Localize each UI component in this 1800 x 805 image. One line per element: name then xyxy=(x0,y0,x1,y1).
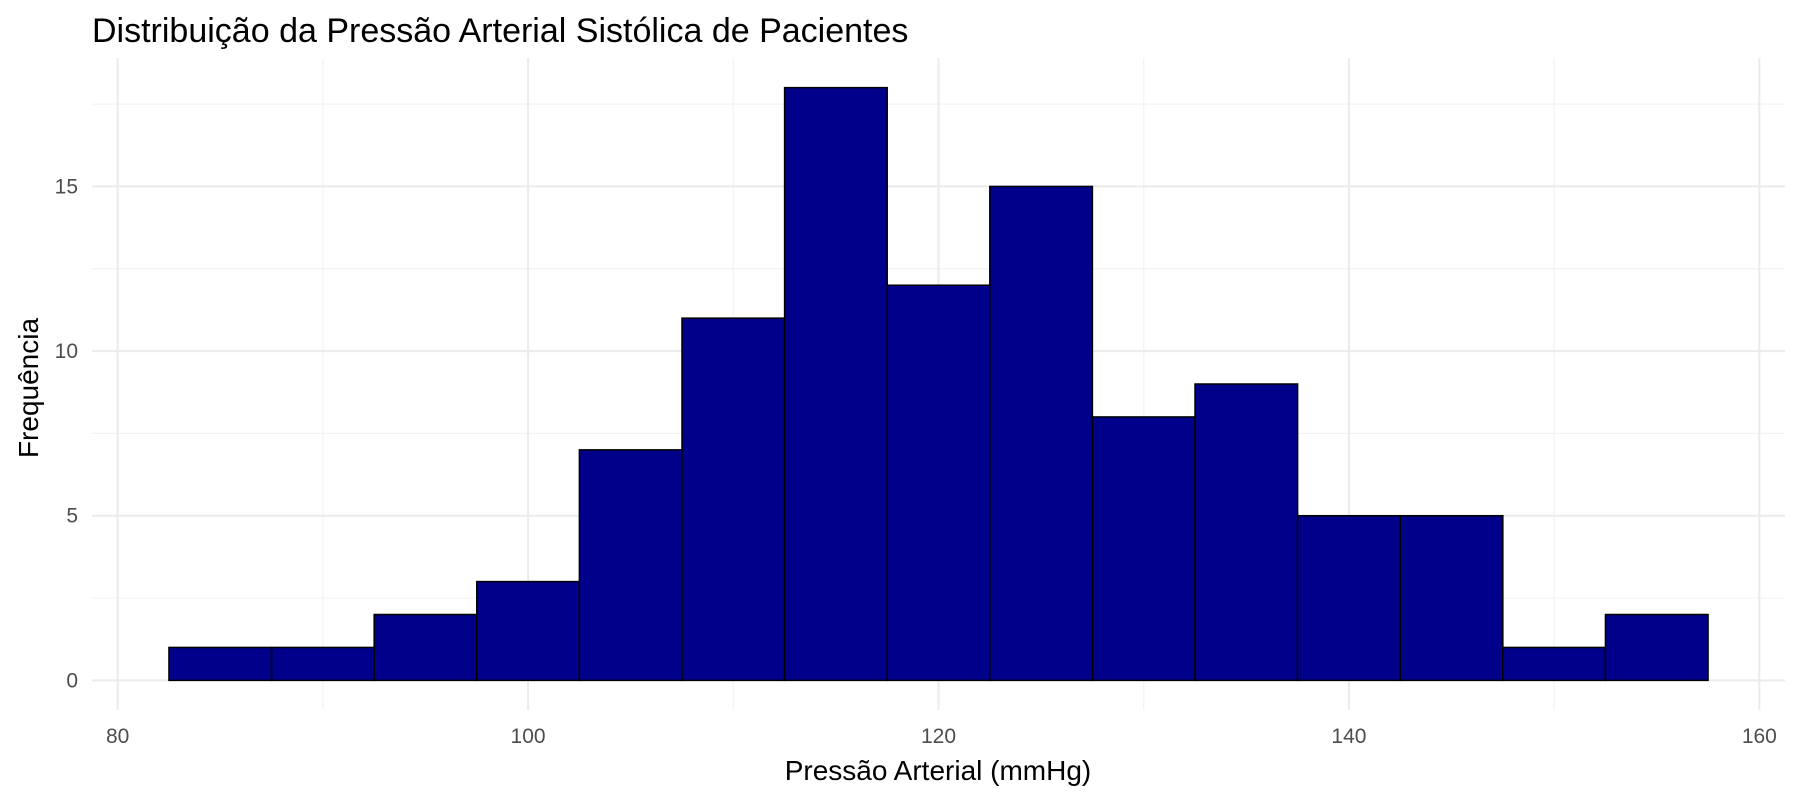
chart-title: Distribuição da Pressão Arterial Sistóli… xyxy=(92,12,908,50)
y-tick-label: 0 xyxy=(66,669,78,692)
histogram-bar xyxy=(373,613,478,682)
histogram-bar xyxy=(476,580,581,682)
histogram-bar xyxy=(989,185,1094,682)
histogram-bar xyxy=(1194,383,1299,682)
histogram-bar xyxy=(1296,514,1401,682)
ticks-layer: 80 100 120 140 160 0 5 10 15 xyxy=(55,175,1777,748)
histogram-bar xyxy=(1399,514,1504,682)
x-axis-title: Pressão Arterial (mmHg) xyxy=(785,755,1092,786)
y-tick-label: 5 xyxy=(66,505,78,528)
x-tick-label: 120 xyxy=(921,725,956,748)
histogram-bar xyxy=(783,86,888,682)
histogram-bar xyxy=(1091,416,1196,682)
histogram-bar xyxy=(168,646,273,682)
y-tick-label: 10 xyxy=(55,340,78,363)
x-tick-label: 140 xyxy=(1331,725,1366,748)
histogram-bar xyxy=(270,646,375,682)
x-tick-label: 100 xyxy=(511,725,546,748)
x-tick-label: 80 xyxy=(106,725,129,748)
histogram-bar xyxy=(578,449,683,682)
bars-layer xyxy=(168,86,1709,682)
y-tick-label: 15 xyxy=(55,175,78,198)
histogram-bar xyxy=(886,284,991,682)
histogram-bar xyxy=(1502,646,1607,682)
histogram-bar xyxy=(681,317,786,682)
y-axis-title: Frequência xyxy=(13,318,44,459)
x-tick-label: 160 xyxy=(1742,725,1777,748)
histogram-bar xyxy=(1604,613,1709,682)
